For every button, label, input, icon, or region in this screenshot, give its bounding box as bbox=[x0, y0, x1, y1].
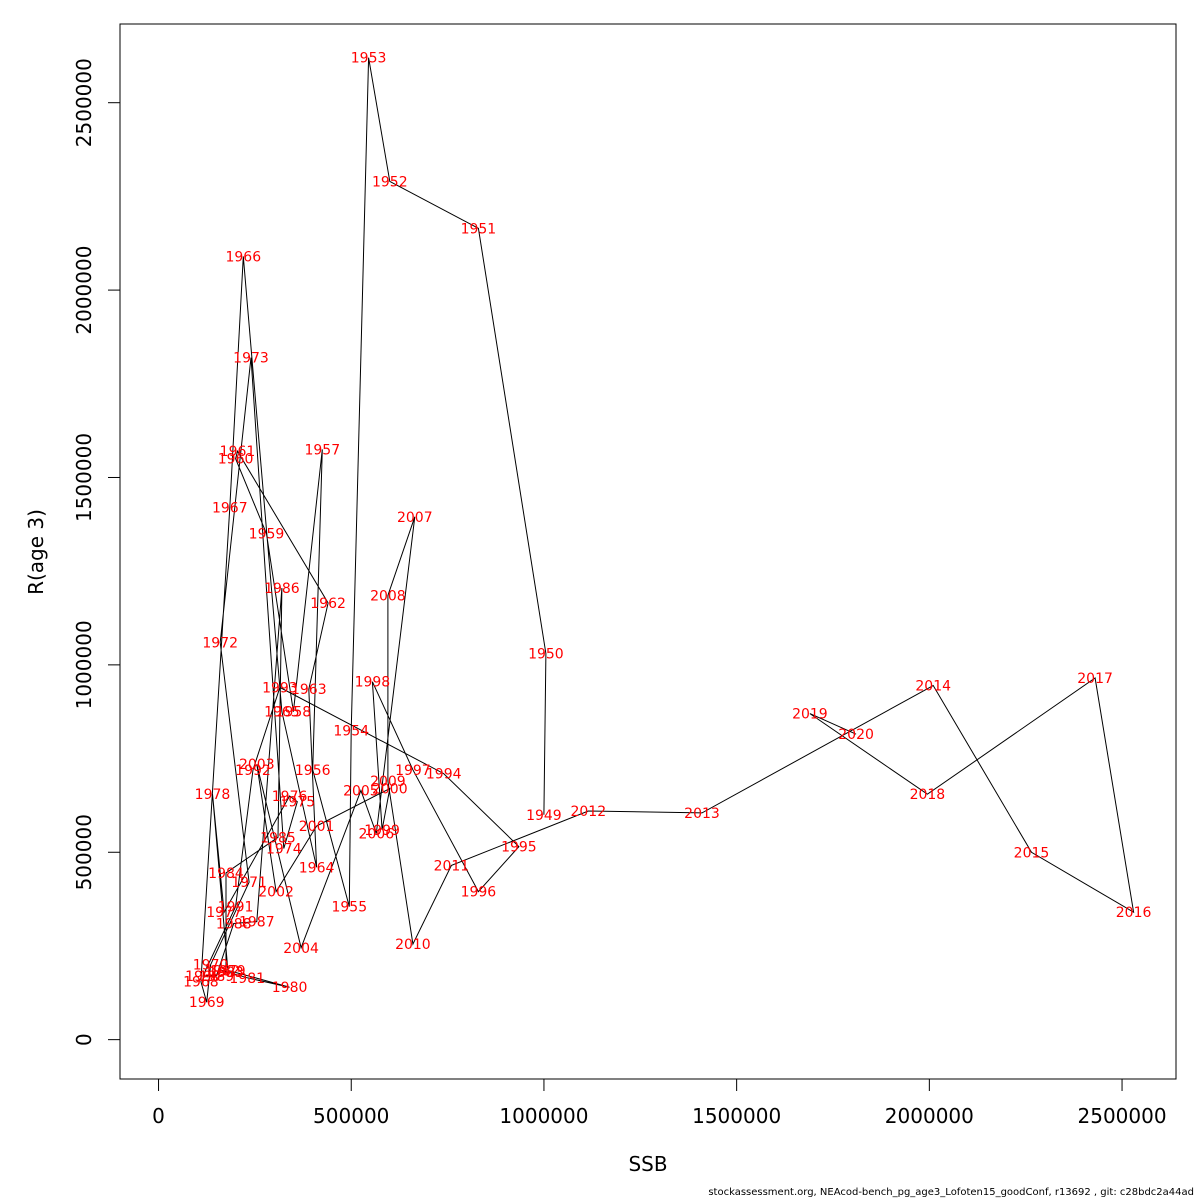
y-axis-title: R(age 3) bbox=[24, 509, 48, 595]
point-label-2014: 2014 bbox=[915, 679, 951, 695]
point-label-1966: 1966 bbox=[225, 249, 261, 265]
point-labels: 1949 1950 1951 1952 1953 1954 1955 1956 1957 1958… bbox=[183, 51, 1151, 1012]
x-tick-label: 1000000 bbox=[499, 1104, 588, 1128]
point-label-2020: 2020 bbox=[838, 727, 874, 743]
point-label-1994: 1994 bbox=[426, 767, 462, 783]
point-label-1953: 1953 bbox=[351, 51, 387, 67]
x-axis-title: SSB bbox=[628, 1152, 667, 1176]
y-tick-label: 500000 bbox=[72, 814, 96, 890]
point-label-1968: 1968 bbox=[183, 975, 219, 991]
point-label-2008: 2008 bbox=[370, 589, 406, 605]
point-label-1967: 1967 bbox=[212, 501, 248, 517]
point-label-1973: 1973 bbox=[233, 351, 269, 367]
point-label-1984: 1984 bbox=[208, 866, 244, 882]
point-label-2007: 2007 bbox=[397, 510, 433, 526]
y-tick-label: 2500000 bbox=[72, 58, 96, 147]
point-label-1959: 1959 bbox=[249, 527, 285, 543]
x-tick-label: 500000 bbox=[313, 1104, 389, 1128]
point-label-1961: 1961 bbox=[220, 444, 256, 460]
point-label-2002: 2002 bbox=[258, 885, 294, 901]
point-label-2011: 2011 bbox=[434, 858, 470, 874]
point-label-1976: 1976 bbox=[272, 789, 308, 805]
point-label-1986: 1986 bbox=[264, 581, 300, 597]
point-label-2018: 2018 bbox=[910, 787, 946, 803]
point-label-1981: 1981 bbox=[229, 971, 265, 987]
point-label-1991: 1991 bbox=[218, 900, 254, 916]
point-label-1949: 1949 bbox=[526, 808, 562, 824]
point-label-2013: 2013 bbox=[684, 806, 720, 822]
footer-caption: stockassessment.org, NEAcod-bench_pg_age… bbox=[708, 1187, 1194, 1198]
point-label-2003: 2003 bbox=[239, 757, 275, 773]
series-line bbox=[200, 57, 1135, 1003]
point-label-1993: 1993 bbox=[262, 680, 298, 696]
y-tick-label: 1500000 bbox=[72, 433, 96, 522]
point-label-1969: 1969 bbox=[189, 995, 225, 1011]
x-tick-label: 0 bbox=[152, 1104, 165, 1128]
y-tick-label: 1000000 bbox=[72, 620, 96, 709]
point-label-1975: 1975 bbox=[279, 795, 315, 811]
point-label-1958: 1958 bbox=[276, 705, 312, 721]
point-label-2001: 2001 bbox=[299, 819, 335, 835]
x-tick-label: 2000000 bbox=[885, 1104, 974, 1128]
point-label-1952: 1952 bbox=[372, 174, 408, 190]
point-label-1971: 1971 bbox=[231, 875, 267, 891]
point-label-2017: 2017 bbox=[1077, 671, 1113, 687]
point-label-1983: 1983 bbox=[208, 965, 244, 981]
point-label-1990: 1990 bbox=[185, 969, 221, 985]
point-label-1988: 1988 bbox=[216, 917, 252, 933]
point-label-1960: 1960 bbox=[218, 452, 254, 468]
point-label-2010: 2010 bbox=[395, 937, 431, 953]
point-label-1978: 1978 bbox=[195, 787, 231, 803]
point-label-2012: 2012 bbox=[570, 804, 606, 820]
point-label-2016: 2016 bbox=[1116, 905, 1152, 921]
point-label-2009: 2009 bbox=[370, 774, 406, 790]
point-label-2005: 2005 bbox=[343, 783, 379, 799]
point-label-2019: 2019 bbox=[792, 707, 828, 723]
point-label-1997: 1997 bbox=[395, 763, 431, 779]
point-label-1970: 1970 bbox=[193, 958, 229, 974]
point-label-1989: 1989 bbox=[199, 969, 235, 985]
point-label-1987: 1987 bbox=[239, 915, 275, 931]
point-label-1950: 1950 bbox=[528, 647, 564, 663]
point-label-1963: 1963 bbox=[291, 682, 327, 698]
point-label-1998: 1998 bbox=[355, 675, 391, 691]
point-label-1954: 1954 bbox=[333, 724, 369, 740]
point-label-1956: 1956 bbox=[295, 763, 331, 779]
point-label-1992: 1992 bbox=[235, 763, 271, 779]
plot-frame bbox=[119, 23, 1177, 1080]
point-label-2000: 2000 bbox=[372, 782, 408, 798]
y-axis: 0 500000 1000000 1500000 2000000 2500000 bbox=[72, 58, 121, 1046]
x-axis: 0 500000 1000000 1500000 2000000 2500000 bbox=[152, 1078, 1167, 1128]
point-label-1964: 1964 bbox=[299, 860, 335, 876]
point-label-2004: 2004 bbox=[283, 941, 319, 957]
point-label-2006: 2006 bbox=[358, 827, 394, 843]
point-label-1955: 1955 bbox=[331, 900, 367, 916]
point-label-1974: 1974 bbox=[266, 842, 302, 858]
x-tick-label: 1500000 bbox=[692, 1104, 781, 1128]
point-label-1972: 1972 bbox=[202, 635, 238, 651]
y-tick-label: 0 bbox=[72, 1033, 96, 1046]
x-tick-label: 2500000 bbox=[1078, 1104, 1167, 1128]
point-label-1979: 1979 bbox=[210, 963, 246, 979]
point-label-2015: 2015 bbox=[1014, 845, 1050, 861]
y-tick-label: 2000000 bbox=[72, 246, 96, 335]
point-label-1982: 1982 bbox=[204, 963, 240, 979]
point-label-1999: 1999 bbox=[364, 823, 400, 839]
point-label-1957: 1957 bbox=[304, 442, 340, 458]
point-label-1965: 1965 bbox=[264, 705, 300, 721]
point-label-1985: 1985 bbox=[260, 830, 296, 846]
point-label-1951: 1951 bbox=[461, 221, 497, 237]
point-label-1980: 1980 bbox=[272, 980, 308, 996]
point-label-1996: 1996 bbox=[461, 885, 497, 901]
point-label-1995: 1995 bbox=[501, 840, 537, 856]
point-label-1962: 1962 bbox=[310, 596, 346, 612]
point-label-1977: 1977 bbox=[206, 905, 242, 921]
